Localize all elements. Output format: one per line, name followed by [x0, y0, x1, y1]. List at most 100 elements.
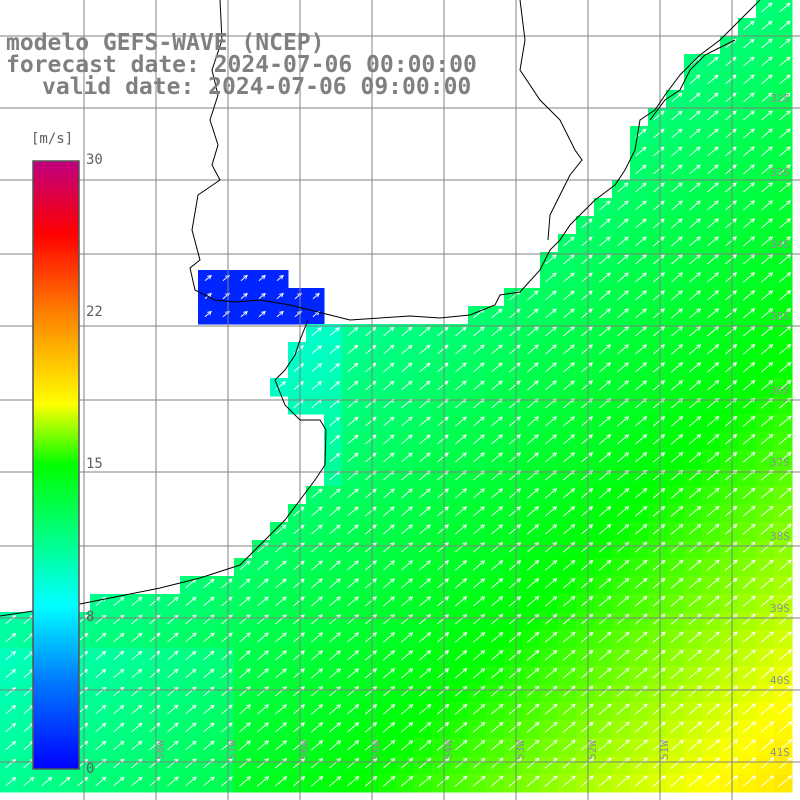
wind-arrow [527, 326, 539, 337]
wind-arrow [491, 344, 503, 355]
wind-arrow [544, 560, 558, 571]
wind-arrow [743, 272, 756, 283]
colorbar [32, 160, 80, 770]
wind-arrow [670, 362, 684, 373]
wind-arrow [472, 757, 486, 769]
wind-arrow [491, 308, 503, 319]
wind-arrow [311, 686, 324, 697]
wind-arrow [562, 631, 576, 643]
wind-arrow [293, 722, 306, 733]
wind-arrow [328, 776, 342, 787]
wind-arrow [419, 560, 432, 571]
wind-arrow [743, 254, 756, 265]
wind-arrow [778, 379, 792, 391]
wind-arrow [276, 292, 284, 300]
wind-arrow [688, 757, 703, 769]
lon-label: 56W [298, 740, 311, 760]
wind-arrow [562, 524, 576, 535]
wind-arrow [113, 668, 125, 679]
wind-arrow [743, 110, 755, 121]
wind-arrow [544, 739, 558, 751]
wind-arrow [671, 92, 683, 103]
wind-arrow [760, 451, 774, 463]
wind-arrow [761, 92, 773, 103]
wind-arrow [563, 434, 576, 445]
wind-arrow [491, 326, 503, 337]
wind-arrow [509, 326, 521, 337]
wind-arrow [527, 434, 539, 445]
wind-arrow [653, 362, 666, 373]
wind-arrow [203, 740, 215, 751]
wind-arrow [274, 758, 288, 769]
wind-arrow [490, 721, 504, 733]
wind-arrow [509, 416, 521, 427]
wind-arrow [365, 506, 377, 517]
wind-arrow [670, 757, 685, 769]
wind-arrow [455, 434, 467, 445]
wind-arrow [311, 524, 323, 535]
wind-arrow [221, 722, 233, 733]
wind-arrow [617, 254, 629, 265]
lon-label: 51W [658, 740, 671, 760]
wind-arrow [689, 326, 702, 337]
wind-arrow [653, 290, 665, 301]
wind-arrow [562, 703, 576, 715]
title-valid-date: valid date: 2024-07-06 09:00:00 [42, 74, 472, 100]
lat-label: 40S [770, 674, 790, 687]
wind-arrow [454, 739, 468, 751]
wind-arrow [95, 650, 107, 661]
wind-arrow [634, 775, 649, 787]
wind-arrow [149, 740, 161, 751]
wind-arrow [400, 632, 414, 643]
wind-arrow [778, 703, 793, 715]
wind-arrow [761, 110, 773, 121]
wind-arrow [526, 524, 540, 535]
wind-arrow [365, 596, 377, 607]
wind-arrow [688, 685, 702, 697]
wind-arrow [149, 704, 161, 715]
wind-arrow [742, 703, 757, 715]
wind-arrow [634, 667, 648, 679]
title-model: modelo GEFS-WAVE (NCEP) [6, 30, 325, 56]
wind-arrow [418, 703, 432, 715]
wind-arrow [455, 380, 467, 391]
wind-arrow [167, 704, 179, 715]
wind-arrow [616, 434, 630, 445]
wind-arrow [599, 344, 611, 355]
wind-arrow [617, 326, 629, 337]
wind-arrow [760, 505, 774, 517]
wind-arrow [779, 56, 791, 67]
wind-arrow [419, 380, 431, 391]
wind-arrow [724, 505, 738, 517]
wind-arrow [743, 200, 755, 211]
wind-arrow [599, 290, 611, 301]
wind-arrow [580, 541, 594, 553]
wind-arrow [239, 596, 251, 607]
wind-arrow [580, 613, 594, 625]
wind-arrow [329, 650, 342, 661]
wind-arrow [725, 74, 737, 85]
wind-arrow [418, 775, 432, 787]
wind-arrow [490, 596, 504, 607]
wind-arrow [472, 649, 486, 661]
wind-arrow [329, 632, 341, 643]
wind-arrow [742, 344, 756, 355]
wind-arrow [455, 488, 467, 499]
wind-arrow [472, 703, 486, 715]
wind-arrow [508, 757, 522, 769]
wind-arrow [634, 523, 648, 535]
wind-arrow [491, 380, 503, 391]
wind-arrow [707, 290, 720, 301]
wind-arrow [563, 362, 575, 373]
wind-arrow [653, 200, 665, 211]
wind-arrow [742, 362, 756, 373]
wind-arrow [634, 541, 648, 553]
wind-arrow [311, 506, 323, 517]
wind-arrow [742, 505, 756, 517]
wind-arrow [401, 452, 413, 463]
wind-arrow [581, 344, 593, 355]
wind-arrow [437, 542, 450, 553]
wind-arrow [149, 722, 161, 733]
wind-arrow [688, 523, 702, 535]
